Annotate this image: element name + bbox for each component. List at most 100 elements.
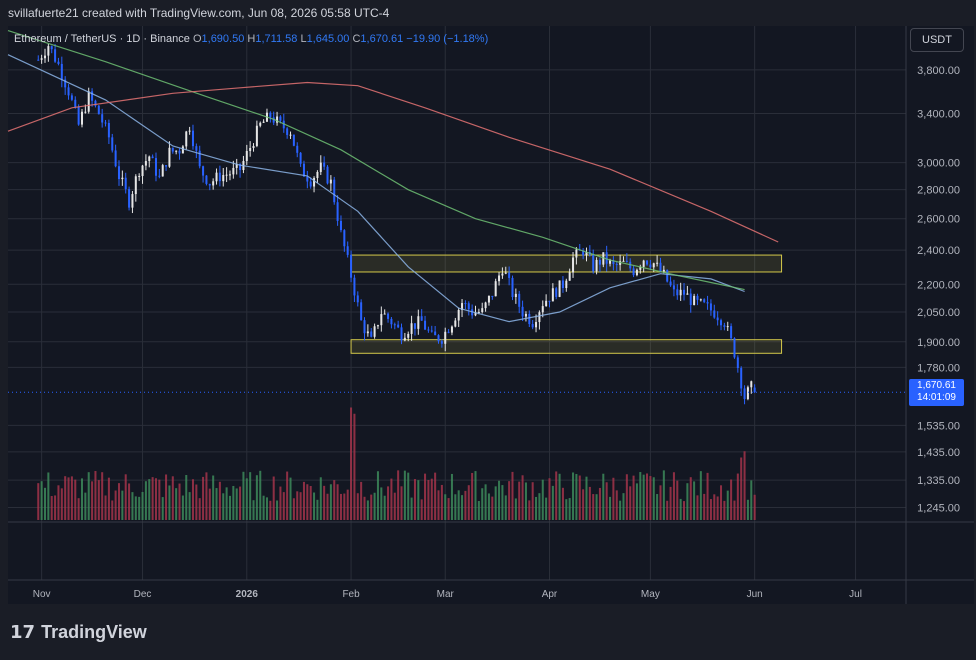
volume-bar xyxy=(716,496,719,520)
candle-body xyxy=(383,313,386,315)
tradingview-logo[interactable]: 17 TradingView xyxy=(10,622,147,643)
volume-bar xyxy=(464,490,467,520)
candle-body xyxy=(683,289,686,295)
candle-body xyxy=(309,181,312,187)
candle-body xyxy=(592,254,595,272)
volume-bar xyxy=(121,490,124,520)
candle-body xyxy=(437,335,440,342)
volume-bar xyxy=(252,500,255,520)
volume-bar xyxy=(518,481,521,520)
x-tick-label: 2026 xyxy=(236,589,259,600)
volume-bar xyxy=(551,485,554,520)
volume-bar xyxy=(215,488,218,520)
candle-body xyxy=(292,134,295,146)
candle-body xyxy=(279,116,282,121)
candle-body xyxy=(366,331,369,334)
candle-body xyxy=(138,176,141,178)
candle-body xyxy=(622,260,625,262)
volume-bar xyxy=(471,472,474,520)
candle-body xyxy=(504,272,507,274)
candle-body xyxy=(188,130,191,132)
candle-body xyxy=(87,91,90,112)
y-tick-label: 2,200.00 xyxy=(917,279,960,291)
currency-button[interactable]: USDT xyxy=(910,28,964,52)
volume-bar xyxy=(521,475,524,520)
candle-body xyxy=(171,147,174,152)
candle-body xyxy=(703,299,706,303)
volume-bar xyxy=(656,494,659,520)
volume-bar xyxy=(699,471,702,520)
candle-body xyxy=(447,331,450,333)
candle-body xyxy=(501,273,504,276)
volume-bar xyxy=(629,486,632,520)
candle-body xyxy=(649,264,652,268)
volume-bar xyxy=(148,479,151,520)
candle-body xyxy=(269,112,272,118)
candle-body xyxy=(736,357,739,369)
volume-bar xyxy=(434,472,437,520)
volume-bar xyxy=(370,494,373,520)
volume-bar xyxy=(326,493,329,520)
volume-bar xyxy=(585,476,588,520)
volume-bar xyxy=(218,481,221,520)
volume-bar xyxy=(494,486,497,520)
candle-body xyxy=(185,131,188,147)
candle-body xyxy=(70,95,73,100)
open-value: 1,690.50 xyxy=(201,33,245,45)
candle-body xyxy=(524,313,527,317)
candle-body xyxy=(198,150,201,167)
candle-body xyxy=(595,259,598,272)
candle-body xyxy=(339,220,342,231)
candle-body xyxy=(632,268,635,276)
candle-body xyxy=(444,331,447,344)
x-tick-label: Nov xyxy=(33,589,51,600)
volume-bar xyxy=(548,478,551,520)
candle-body xyxy=(427,329,430,331)
candle-body xyxy=(124,177,127,190)
support-resistance-zone xyxy=(350,339,783,354)
volume-bar xyxy=(101,472,104,520)
volume-bar xyxy=(292,498,295,520)
candle-body xyxy=(353,277,356,296)
candle-body xyxy=(656,262,659,264)
candle-body xyxy=(598,259,601,265)
volume-bar xyxy=(427,480,430,520)
candle-body xyxy=(316,171,319,179)
volume-bar xyxy=(410,497,413,520)
volume-bar xyxy=(679,498,682,520)
candle-body xyxy=(158,175,161,177)
volume-bar xyxy=(622,493,625,520)
candle-body xyxy=(239,163,242,171)
candle-body xyxy=(245,150,248,161)
candle-body xyxy=(276,116,279,123)
volume-bar xyxy=(444,494,447,520)
candle-body xyxy=(225,174,228,176)
candle-body xyxy=(326,166,329,184)
volume-bar xyxy=(703,493,706,520)
candle-body xyxy=(558,280,561,297)
volume-bar xyxy=(646,473,649,520)
candle-body xyxy=(733,338,736,358)
volume-bar xyxy=(572,472,575,520)
candle-body xyxy=(390,318,393,325)
volume-bar xyxy=(363,496,366,520)
candle-body xyxy=(679,289,682,296)
volume-bar xyxy=(437,490,440,520)
candle-body xyxy=(521,306,524,317)
volume-bar xyxy=(339,493,342,520)
high-value: 1,711.58 xyxy=(255,33,298,45)
volume-bar xyxy=(474,471,477,520)
volume-bar xyxy=(407,472,410,520)
candle-body xyxy=(484,302,487,309)
candle-body xyxy=(363,320,366,334)
candle-body xyxy=(498,275,501,282)
candle-body xyxy=(440,341,443,344)
candle-body xyxy=(716,317,719,321)
candle-body xyxy=(572,257,575,273)
candle-body xyxy=(212,181,215,186)
candle-body xyxy=(646,260,649,265)
volume-bar xyxy=(413,479,416,520)
volume-bar xyxy=(107,477,110,520)
volume-bar xyxy=(615,490,618,520)
